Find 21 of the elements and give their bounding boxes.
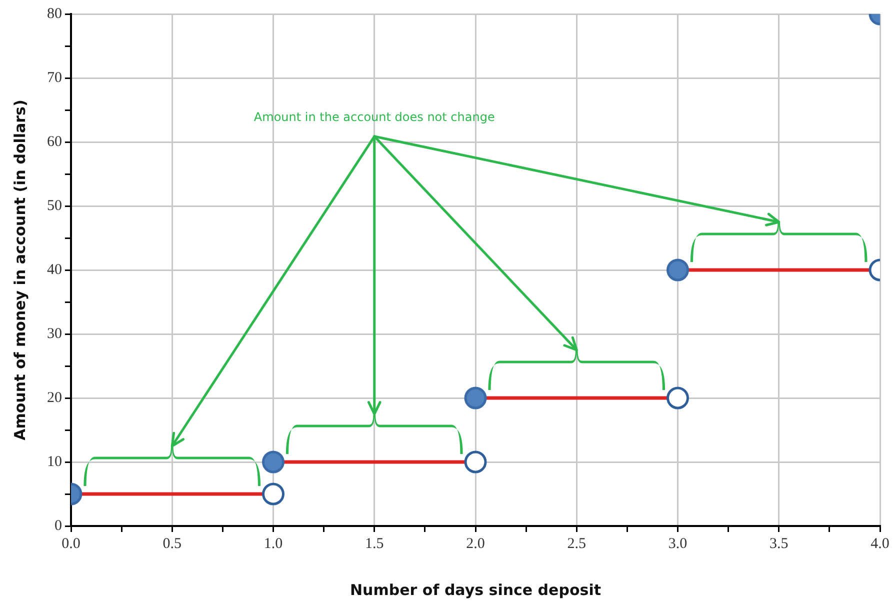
y-tick-label: 60: [47, 134, 62, 150]
x-tick-label: 2.0: [466, 536, 485, 552]
y-tick-label: 40: [47, 262, 62, 278]
y-tick-label: 70: [47, 70, 62, 86]
y-tick-label: 50: [47, 198, 62, 214]
x-tick-label: 3.0: [668, 536, 688, 552]
y-tick-label: 10: [47, 454, 62, 470]
x-tick-label: 0.0: [62, 536, 80, 552]
y-tick-label: 0: [54, 518, 62, 534]
y-tick-label: 20: [47, 390, 62, 406]
x-tick-label: 4.0: [870, 536, 890, 552]
y-axis-title: Amount of money in account (in dollars): [10, 100, 29, 440]
x-tick-label: 2.5: [567, 536, 586, 552]
x-tick-label: 1.5: [365, 536, 384, 552]
y-tick-label: 30: [47, 326, 62, 342]
x-tick-label: 0.5: [162, 536, 182, 552]
x-tick-label: 3.5: [770, 536, 788, 552]
x-axis-title: Number of days since deposit: [350, 580, 602, 599]
y-tick-label: 80: [47, 6, 62, 22]
x-tick-label: 1.0: [264, 536, 283, 552]
annotation: Amount in the account does not change: [254, 110, 495, 124]
